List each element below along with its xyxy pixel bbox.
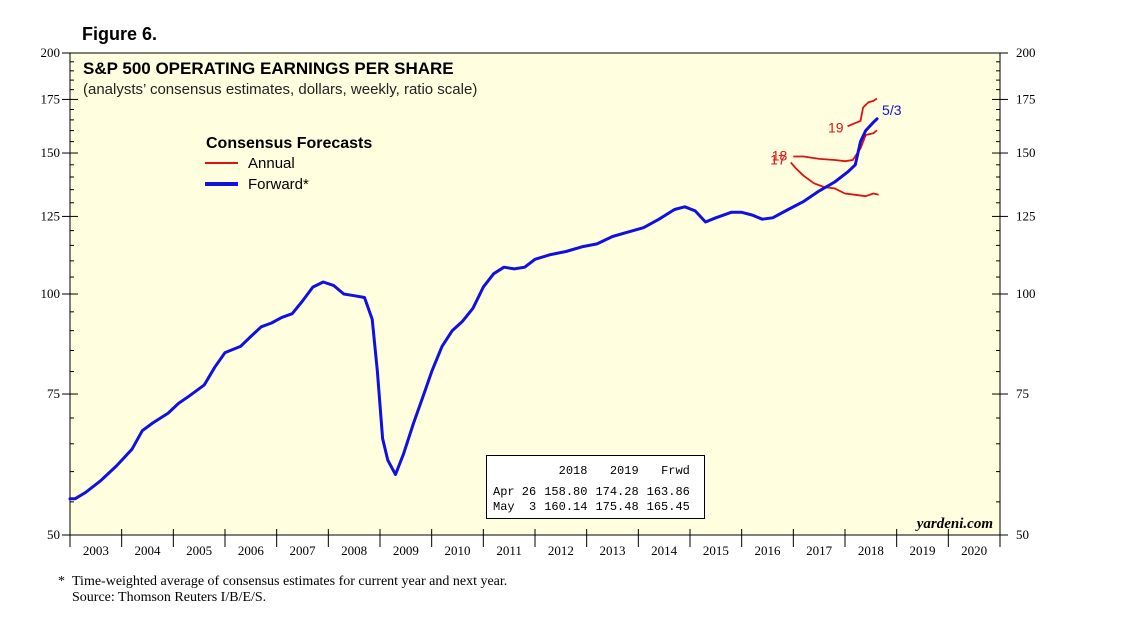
table-cell-date: Apr 26 xyxy=(493,485,537,499)
x-axis: 2003 2004 2005 2006 2007 2008 2009 2010 2011 2012… xyxy=(69,529,1001,558)
x-tick-label: 2009 xyxy=(393,543,419,558)
chart-title: S&P 500 OPERATING EARNINGS PER SHARE xyxy=(83,59,454,78)
x-tick-label: 2017 xyxy=(806,543,833,558)
legend-title: Consensus Forecasts xyxy=(206,135,372,152)
brand-watermark: yardeni.com xyxy=(915,516,993,532)
x-tick-label: 2018 xyxy=(858,543,884,558)
series-line-annual-19 xyxy=(847,97,878,128)
table-cell-date: May 3 xyxy=(493,500,537,514)
x-tick-label: 2005 xyxy=(186,543,212,558)
x-tick-label: 2019 xyxy=(910,543,936,558)
y-tick-label: 175 xyxy=(41,91,61,106)
series-layer xyxy=(68,97,879,501)
y-tick-label: 125 xyxy=(1016,208,1036,223)
table-header-cell xyxy=(491,464,540,485)
table-header-cell: 2018 xyxy=(558,464,588,478)
y-tick-label: 100 xyxy=(41,286,61,301)
y-axis-right: 50 75 100 125 150 175 200 xyxy=(992,45,1036,542)
y-tick-label: 150 xyxy=(1016,145,1036,160)
x-tick-label: 2003 xyxy=(83,543,109,558)
footnote-line-1: * Time-weighted average of consensus esti… xyxy=(58,574,507,590)
x-tick-label: 2012 xyxy=(548,543,574,558)
series-line-annual-18 xyxy=(793,129,878,163)
y-tick-label: 75 xyxy=(47,386,60,401)
series-line-annual-17 xyxy=(790,161,879,198)
annotation-5-3: 5/3 xyxy=(882,102,902,118)
x-tick-label: 2004 xyxy=(135,543,162,558)
chart-subtitle: (analysts’ consensus estimates, dollars,… xyxy=(83,81,477,98)
footnote-text: Time-weighted average of consensus estim… xyxy=(72,574,508,589)
x-tick-label: 2008 xyxy=(341,543,367,558)
y-tick-label: 125 xyxy=(41,208,61,223)
y-tick-label: 75 xyxy=(1016,386,1029,401)
table-header-row: 2018 2019 Frwd xyxy=(491,464,694,485)
x-tick-label: 2013 xyxy=(600,543,626,558)
x-tick-label: 2006 xyxy=(238,543,265,558)
y-tick-label: 50 xyxy=(47,527,60,542)
x-tick-label: 2011 xyxy=(496,543,522,558)
table-cell: 175.48 xyxy=(595,500,639,514)
annotation-18: 18 xyxy=(772,148,788,164)
y-tick-label: 100 xyxy=(1016,286,1036,301)
y-tick-label: 150 xyxy=(41,145,61,160)
annotation-19: 19 xyxy=(828,119,844,135)
y-tick-label: 200 xyxy=(41,45,61,60)
footnote: * Time-weighted average of consensus esti… xyxy=(58,574,507,606)
annotation-17: 17 xyxy=(770,151,786,167)
table-cell: 174.28 xyxy=(595,485,639,499)
x-tick-label: 2016 xyxy=(755,543,782,558)
source-text: Source: Thomson Reuters I/B/E/S. xyxy=(72,590,267,605)
x-tick-label: 2020 xyxy=(961,543,987,558)
y-tick-label: 175 xyxy=(1016,91,1036,106)
y-tick-label: 200 xyxy=(1016,45,1036,60)
estimates-table: 2018 2019 Frwd Apr 26 158.80 174.28 163.… xyxy=(486,455,705,519)
y-axis-left: 50 75 100 125 150 175 200 xyxy=(41,45,78,542)
y-tick-label: 50 xyxy=(1016,527,1029,542)
table-cell: 163.86 xyxy=(646,485,690,499)
footnote-line-2: Source: Thomson Reuters I/B/E/S. xyxy=(58,590,507,606)
footnote-symbol: * xyxy=(58,574,65,589)
legend-label-annual: Annual xyxy=(248,155,295,172)
series-line-forward xyxy=(68,117,879,501)
legend-label-forward: Forward* xyxy=(248,176,309,193)
x-tick-label: 2007 xyxy=(290,543,317,558)
table-header-cell: 2019 xyxy=(609,464,639,478)
table-row: May 3 160.14 175.48 165.45 xyxy=(491,500,694,515)
table-row: Apr 26 158.80 174.28 163.86 xyxy=(491,485,694,500)
x-tick-label: 2014 xyxy=(651,543,678,558)
table-cell: 160.14 xyxy=(544,500,588,514)
table-cell: 165.45 xyxy=(646,500,690,514)
x-tick-label: 2015 xyxy=(703,543,729,558)
table-cell: 158.80 xyxy=(544,485,588,499)
table-header-cell: Frwd xyxy=(661,464,690,478)
x-tick-label: 2010 xyxy=(445,543,471,558)
figure-label: Figure 6. xyxy=(82,24,158,44)
